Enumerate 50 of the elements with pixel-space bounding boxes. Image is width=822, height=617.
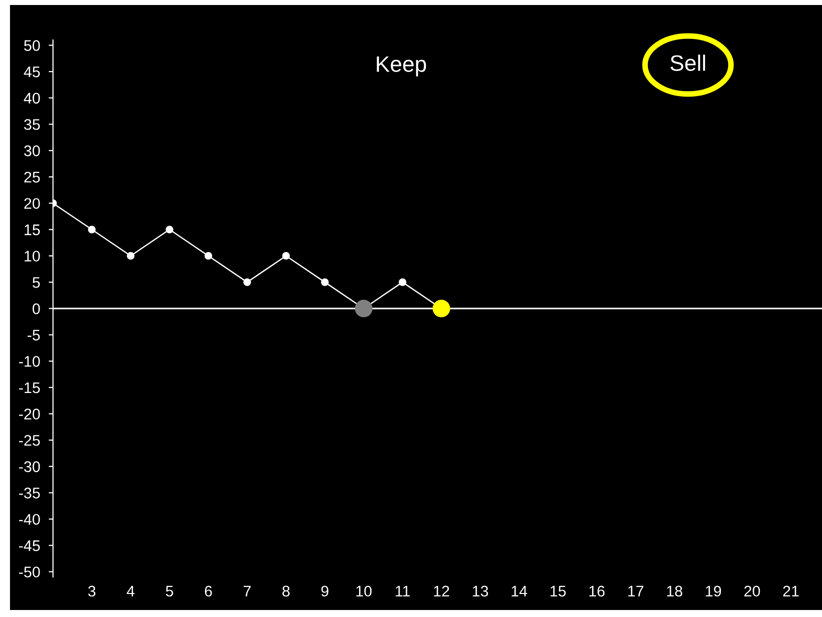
x-tick-label: 8 [282, 586, 290, 597]
y-tick-label: -10 [19, 356, 40, 367]
x-tick-label: 17 [628, 586, 644, 596]
y-tick-label: -30 [19, 461, 40, 472]
y-tick-label: -15 [19, 382, 40, 394]
x-tick-label: 21 [783, 586, 799, 596]
y-tick-label: 35 [24, 119, 40, 130]
x-tick-label: 9 [321, 586, 328, 597]
x-tick-label: 6 [204, 586, 212, 597]
x-tick-label: 15 [550, 586, 566, 597]
x-tick-label: 11 [396, 586, 410, 596]
x-tick-label: 12 [434, 586, 450, 596]
y-tick-label: -50 [19, 566, 40, 578]
point [88, 226, 96, 234]
y-tick-label: -40 [19, 514, 40, 525]
y-tick-label: 25 [24, 172, 40, 183]
y-tick-label: 40 [24, 92, 40, 104]
x-tick-label: 19 [706, 586, 722, 597]
y-tick-label: 20 [24, 198, 40, 209]
y-tick-label: 5 [32, 277, 40, 288]
x-tick-label: 16 [589, 586, 605, 597]
point [126, 252, 134, 260]
point [282, 252, 290, 260]
y-tick-label: -20 [19, 408, 40, 420]
x-tick-label: 14 [512, 586, 528, 596]
y-tick-label: 0 [32, 303, 40, 314]
y-tick-label: 15 [24, 224, 40, 236]
y-tick-label: -45 [19, 540, 40, 552]
y-tick-label: -25 [19, 434, 40, 446]
annotation: Keep [376, 56, 426, 76]
x-tick-label: 3 [88, 586, 96, 597]
y-tick-label: 45 [24, 66, 40, 78]
x-tick-label: 10 [356, 586, 372, 597]
y-tick-label: -35 [19, 488, 40, 498]
x-tick-label: 7 [244, 586, 251, 596]
point [321, 278, 329, 286]
x-tick-label: 18 [667, 586, 682, 597]
x-tick-label: 5 [166, 586, 174, 597]
point [166, 226, 174, 234]
x-tick-label: 13 [472, 586, 488, 597]
y-tick-label: 30 [24, 145, 40, 156]
point [398, 278, 406, 286]
y-tick-label: 50 [24, 40, 40, 51]
y-tick-label: 10 [24, 250, 40, 262]
x-tick-label: 4 [126, 586, 134, 596]
y-tick-label: -5 [28, 330, 40, 341]
point [204, 252, 212, 260]
x-tick-label: 20 [744, 586, 760, 597]
point [243, 278, 251, 286]
annotation: Sell [670, 54, 706, 71]
